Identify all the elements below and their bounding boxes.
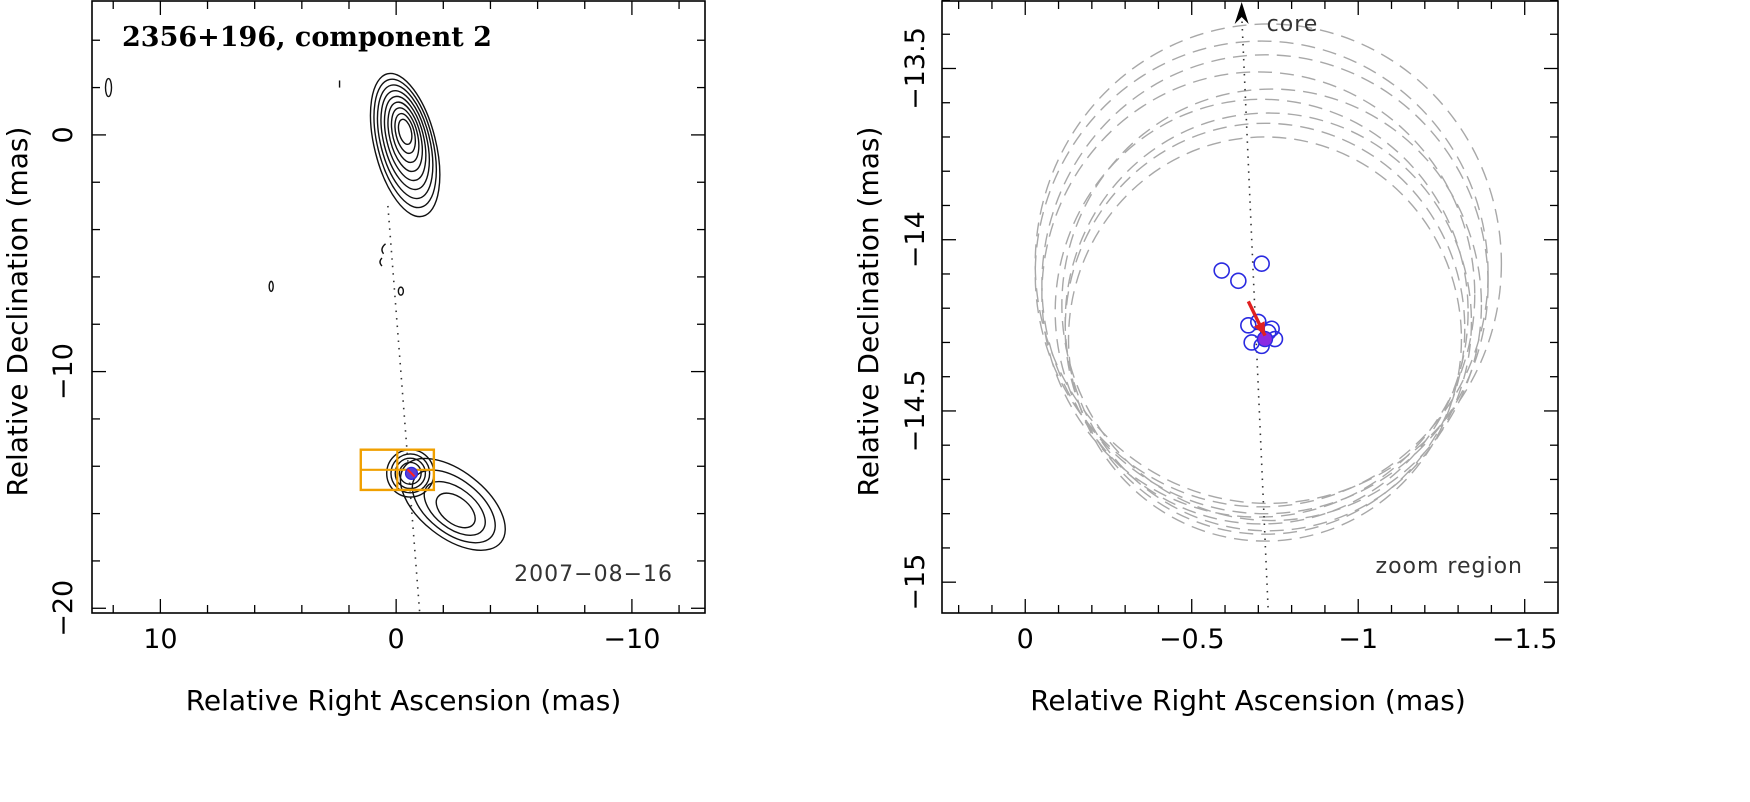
- core-contour: [383, 95, 427, 182]
- mean-position-dot: [1256, 330, 1274, 348]
- core-contour: [397, 118, 413, 146]
- core-contour: [387, 101, 424, 173]
- component-contour: [394, 457, 427, 490]
- extended-contour: [399, 457, 506, 551]
- right-y-axis-label: Relative Declination (mas): [852, 127, 885, 497]
- observation-circle: [1253, 255, 1270, 272]
- observation-circle: [1213, 262, 1230, 279]
- component-contour: [398, 461, 422, 485]
- extended-contour: [435, 492, 476, 529]
- jet-path: [387, 205, 421, 614]
- epoch-label: 2007−08−16: [514, 562, 673, 587]
- uncertainty-ring: [1034, 40, 1489, 508]
- component-marker: [404, 466, 419, 480]
- uncertainty-ring: [1041, 71, 1476, 518]
- uncertainty-ring: [1064, 122, 1466, 535]
- left-x-ticks: 10 0 −10: [112, 1, 680, 655]
- observation-points: [1213, 255, 1284, 355]
- y-tick-label: −14: [900, 211, 931, 268]
- contour-map: [104, 72, 506, 551]
- extended-contour: [423, 480, 486, 536]
- uncertainty-ring: [1054, 98, 1469, 525]
- left-x-axis-label: Relative Right Ascension (mas): [186, 684, 622, 717]
- uncertainty-ring: [1034, 23, 1503, 505]
- observation-circle: [1230, 272, 1247, 290]
- x-tick-label: −1: [1338, 624, 1378, 655]
- right-y-ticks: −13.5 −14 −14.5 −15: [900, 0, 1558, 611]
- uncertainty-ring: [1041, 54, 1489, 515]
- x-tick-label: 0: [388, 624, 405, 655]
- zoom-box: [359, 448, 436, 492]
- x-tick-label: −1.5: [1492, 624, 1558, 655]
- plot-title: 2356+196, component 2: [122, 22, 492, 53]
- observation-circle: [1240, 317, 1257, 334]
- core-contour: [373, 78, 437, 209]
- jet-direction-line: [1234, 2, 1270, 613]
- component-contour: [390, 453, 431, 494]
- noise-contour: [268, 280, 274, 293]
- zoom-region-label: zoom region: [1376, 554, 1523, 579]
- core-direction-arrowhead: [1234, 2, 1249, 24]
- core-label: core: [1267, 12, 1319, 37]
- core-contour: [380, 89, 431, 191]
- left-y-axis-label: Relative Declination (mas): [1, 127, 34, 497]
- noise-contour: [104, 77, 113, 98]
- noise-contour: [397, 286, 405, 296]
- y-tick-label: −10: [48, 343, 79, 400]
- left-panel: 10 0 −10 0 −10 −20 2356+196, component 2 200…: [1, 0, 706, 717]
- y-tick-label: −13.5: [900, 27, 931, 110]
- y-tick-label: −14.5: [900, 370, 931, 453]
- uncertainty-ring: [1067, 136, 1463, 542]
- uncertainty-rings: [1034, 23, 1503, 542]
- x-tick-label: 0: [1017, 624, 1034, 655]
- left-y-ticks: 0 −10 −20: [48, 39, 705, 637]
- x-tick-label: 10: [143, 624, 177, 655]
- x-tick-label: −10: [603, 624, 660, 655]
- motion-vector: [1246, 300, 1267, 337]
- motion-vector-head: [1253, 321, 1265, 336]
- right-plot-frame: [941, 0, 1559, 614]
- y-tick-label: −20: [48, 580, 79, 637]
- jet-dotted-line: [387, 205, 421, 614]
- y-tick-label: −15: [900, 554, 931, 611]
- noise-contour: [379, 243, 386, 267]
- right-x-axis-label: Relative Right Ascension (mas): [1030, 684, 1466, 717]
- right-x-ticks: 0 −0.5 −1 −1.5: [957, 1, 1558, 655]
- core-contour: [390, 107, 420, 164]
- y-tick-label: 0: [48, 126, 79, 143]
- core-contour: [369, 72, 441, 218]
- component-marker-arrow: [406, 468, 416, 478]
- x-tick-label: −0.5: [1159, 624, 1225, 655]
- core-contour: [376, 84, 434, 200]
- uncertainty-ring: [1061, 88, 1483, 522]
- core-contour: [394, 112, 417, 155]
- observation-circle: [1243, 334, 1260, 351]
- left-plot-frame: [91, 0, 706, 614]
- right-panel: 0 −0.5 −1 −1.5 −13.5 −14 −14.5 −15 core zoom r…: [852, 0, 1559, 717]
